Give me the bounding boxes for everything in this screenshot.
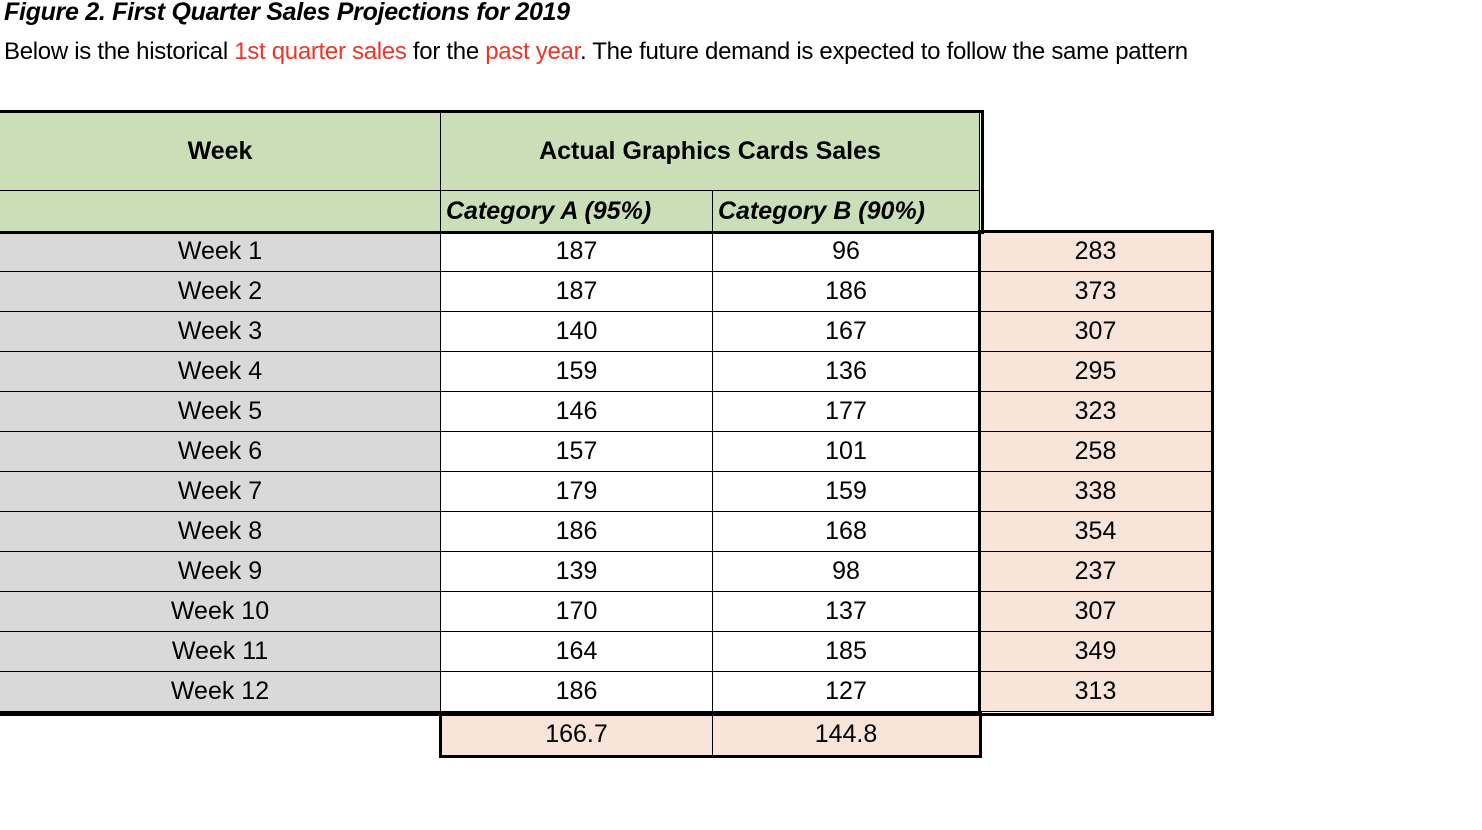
cat-a-cell: 140 <box>441 312 713 352</box>
cat-b-cell: 96 <box>713 232 980 272</box>
cat-b-cell: 159 <box>713 472 980 512</box>
subtitle-text: for the <box>406 38 486 65</box>
total-cell: 237 <box>980 552 1212 592</box>
avg-a: 166.7 <box>441 714 713 756</box>
total-cell: 283 <box>980 232 1212 272</box>
cat-b-cell: 127 <box>713 672 980 712</box>
cat-b-cell: 186 <box>713 272 980 312</box>
highlight-past-year: past year <box>485 38 580 65</box>
total-cell: 307 <box>980 592 1212 632</box>
total-cell: 373 <box>980 272 1212 312</box>
cat-a-cell: 179 <box>441 472 713 512</box>
total-cell: 338 <box>980 472 1212 512</box>
cat-a-cell: 164 <box>441 632 713 672</box>
week-label: Week 11 <box>0 632 441 672</box>
total-cell: 354 <box>980 512 1212 552</box>
cat-a-cell: 157 <box>441 432 713 472</box>
cat-a-cell: 187 <box>441 272 713 312</box>
total-cell: 258 <box>980 432 1212 472</box>
cat-b-cell: 185 <box>713 632 980 672</box>
cat-a-header: Category A (95%) <box>441 191 713 232</box>
total-cell: 323 <box>980 392 1212 432</box>
cat-a-cell: 146 <box>441 392 713 432</box>
cat-a-cell: 170 <box>441 592 713 632</box>
cat-b-cell: 136 <box>713 352 980 392</box>
total-cell: 307 <box>980 312 1212 352</box>
week-label: Week 9 <box>0 552 441 592</box>
cat-b-header: Category B (90%) <box>713 191 980 232</box>
cat-b-cell: 137 <box>713 592 980 632</box>
week-label: Week 4 <box>0 352 441 392</box>
subtitle-text: Below is the historical <box>4 38 235 65</box>
week-label: Week 3 <box>0 312 441 352</box>
cat-b-cell: 98 <box>713 552 980 592</box>
week-label: Week 7 <box>0 472 441 512</box>
total-cell: 313 <box>980 672 1212 712</box>
total-cell: 295 <box>980 352 1212 392</box>
week-label: Week 6 <box>0 432 441 472</box>
cat-a-cell: 139 <box>441 552 713 592</box>
week-label: Week 1 <box>0 232 441 272</box>
cat-b-cell: 177 <box>713 392 980 432</box>
cat-a-cell: 159 <box>441 352 713 392</box>
week-label: Week 10 <box>0 592 441 632</box>
figure-title: Figure 2. First Quarter Sales Projection… <box>4 0 570 26</box>
cat-b-cell: 168 <box>713 512 980 552</box>
data-bottom-border <box>0 712 980 716</box>
week-label: Week 2 <box>0 272 441 312</box>
cat-a-cell: 187 <box>441 232 713 272</box>
subtitle-text: . The future demand is expected to follo… <box>579 38 1188 65</box>
cat-a-cell: 186 <box>441 672 713 712</box>
week-label: Week 5 <box>0 392 441 432</box>
cat-b-cell: 167 <box>713 312 980 352</box>
subtitle: Below is the historical 1st quarter sale… <box>4 38 1188 66</box>
week-label: Week 12 <box>0 672 441 712</box>
cat-b-cell: 101 <box>713 432 980 472</box>
highlight-q1-sales: 1st quarter sales <box>234 38 407 65</box>
avg-b: 144.8 <box>713 714 980 756</box>
sales-header: Actual Graphics Cards Sales <box>441 112 980 191</box>
week-label: Week 8 <box>0 512 441 552</box>
empty-subheader <box>0 191 441 232</box>
cat-a-cell: 186 <box>441 512 713 552</box>
total-cell: 349 <box>980 632 1212 672</box>
week-header: Week <box>0 112 441 191</box>
